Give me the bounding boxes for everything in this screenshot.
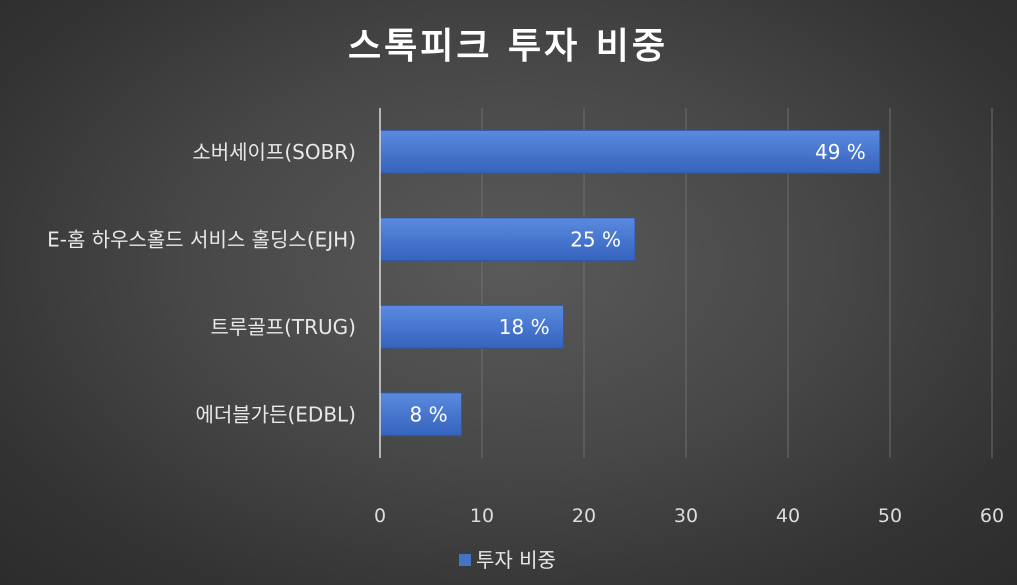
x-tick-label: 10 — [470, 505, 494, 527]
category-label: 에더블가든(EDBL) — [195, 402, 356, 426]
x-tick-label: 30 — [674, 505, 698, 527]
legend-label: 투자 비중 — [476, 548, 556, 572]
x-tick-label: 40 — [776, 505, 800, 527]
legend-swatch — [459, 554, 471, 566]
x-tick-label: 60 — [980, 505, 1004, 527]
bar — [379, 217, 636, 262]
data-label: 18 % — [499, 315, 550, 339]
chart-title: 스톡피크 투자 비중 — [348, 26, 668, 67]
bar — [379, 392, 463, 437]
data-label: 49 % — [815, 140, 866, 164]
category-label: 트루골프(TRUG) — [211, 315, 356, 339]
category-label: 소버세이프(SOBR) — [192, 140, 356, 164]
category-label: E-홈 하우스홀드 서비스 홀딩스(EJH) — [47, 227, 356, 251]
bars: 49 % 25 % 18 % 8 % — [379, 129, 881, 437]
x-tick-label: 0 — [374, 505, 386, 527]
data-label: 25 % — [570, 227, 621, 251]
axes: 0 10 20 30 40 50 60 소버세이프(SOBR) E-홈 하우스홀드 서비스 홀딩… — [47, 108, 1004, 527]
x-tick-label: 50 — [878, 505, 902, 527]
legend: 투자 비중 — [459, 548, 556, 572]
bar — [379, 129, 881, 174]
data-label: 8 % — [410, 402, 448, 426]
x-tick-label: 20 — [572, 505, 596, 527]
